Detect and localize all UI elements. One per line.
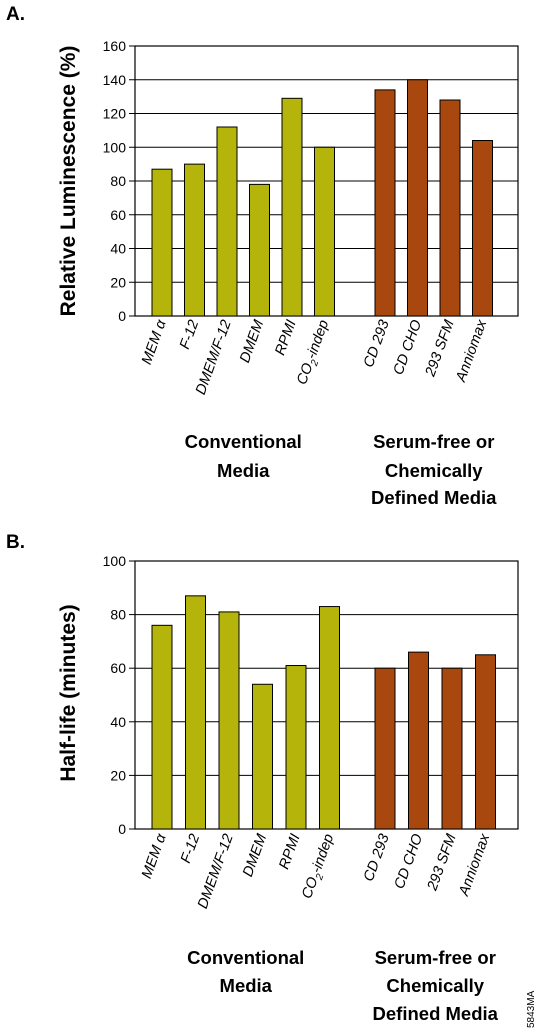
- group-label: Serum-free or: [373, 431, 494, 452]
- x-tick-label: DMEM/F-12: [195, 832, 237, 911]
- x-tick-label: RPMI: [272, 318, 299, 358]
- bar: [472, 140, 493, 317]
- bar: [314, 146, 335, 317]
- panel-b-chart: B. Half-life (minutes) 0 20 40 60 80 100 MEM α F-…: [6, 532, 519, 1024]
- x-tick-label: MEM α: [139, 317, 170, 367]
- panel-letter: B.: [6, 532, 25, 553]
- group-label: Defined Media: [373, 1003, 499, 1024]
- y-tick-label: 40: [110, 241, 126, 257]
- bar: [185, 595, 206, 830]
- group-label: Chemically: [386, 975, 484, 996]
- y-tick-label: 100: [103, 553, 127, 569]
- y-tick-label: 120: [103, 106, 127, 122]
- bar: [281, 97, 303, 317]
- bar: [151, 624, 173, 830]
- bar: [439, 99, 461, 317]
- x-tick-label: 293 SFM: [422, 317, 458, 380]
- group-label: Serum-free or: [375, 947, 496, 968]
- bar: [249, 183, 270, 317]
- y-tick-label: 20: [110, 767, 126, 783]
- x-tick-label: CD CHO: [392, 832, 427, 891]
- y-tick-label: 140: [103, 72, 127, 88]
- group-label: Media: [217, 460, 270, 481]
- x-tick-label: CO2-indep: [299, 832, 340, 902]
- x-tick-label: CO2-indep: [294, 318, 335, 388]
- bar: [408, 651, 429, 830]
- x-tick-label: F-12: [178, 832, 203, 866]
- bar: [218, 611, 240, 830]
- y-tick-label: 80: [110, 607, 126, 623]
- bar: [252, 683, 273, 830]
- y-tick-label: 0: [118, 821, 126, 837]
- bar: [319, 606, 340, 830]
- bar: [184, 163, 205, 317]
- x-tick-label: Anniomax: [453, 317, 491, 385]
- panel-letter: A.: [6, 4, 25, 25]
- group-label: Conventional: [187, 947, 304, 968]
- y-tick-label: 60: [110, 660, 126, 676]
- y-tick-label: 0: [118, 308, 126, 324]
- bar: [475, 654, 496, 830]
- group-label: Chemically: [385, 460, 483, 481]
- bar: [374, 667, 396, 830]
- group-label: Media: [220, 975, 273, 996]
- bar: [151, 168, 173, 317]
- y-axis-label: Relative Luminescence (%): [57, 46, 80, 317]
- y-tick-label: 80: [110, 173, 126, 189]
- x-tick-label: DMEM: [240, 831, 271, 879]
- x-tick-label: MEM α: [139, 831, 170, 881]
- figure-id: 5843MA: [526, 990, 536, 1028]
- x-tick-label: F-12: [177, 318, 202, 352]
- x-tick-label: DMEM: [237, 317, 268, 365]
- x-tick-label: Anniomax: [456, 831, 494, 899]
- x-tick-label: CD CHO: [391, 318, 426, 377]
- group-label: Conventional: [185, 431, 302, 452]
- bar: [285, 665, 307, 830]
- y-tick-label: 20: [110, 274, 126, 290]
- bar: [441, 667, 463, 830]
- x-tick-label: 293 SFM: [424, 831, 460, 894]
- panel-a-chart: A. Relative Luminescence (%) 0 20 40 60 80 100 1…: [6, 4, 519, 508]
- y-tick-label: 40: [110, 714, 126, 730]
- y-tick-label: 100: [103, 139, 127, 155]
- x-tick-label: CD 293: [361, 318, 393, 370]
- y-tick-label: 160: [103, 38, 127, 54]
- bar: [407, 79, 428, 317]
- x-tick-label: RPMI: [276, 832, 303, 872]
- x-tick-label: CD 293: [361, 832, 393, 884]
- y-axis-label: Half-life (minutes): [57, 604, 80, 781]
- bar: [216, 126, 238, 317]
- bar: [374, 89, 396, 317]
- group-label: Defined Media: [371, 487, 497, 508]
- y-tick-label: 60: [110, 207, 126, 223]
